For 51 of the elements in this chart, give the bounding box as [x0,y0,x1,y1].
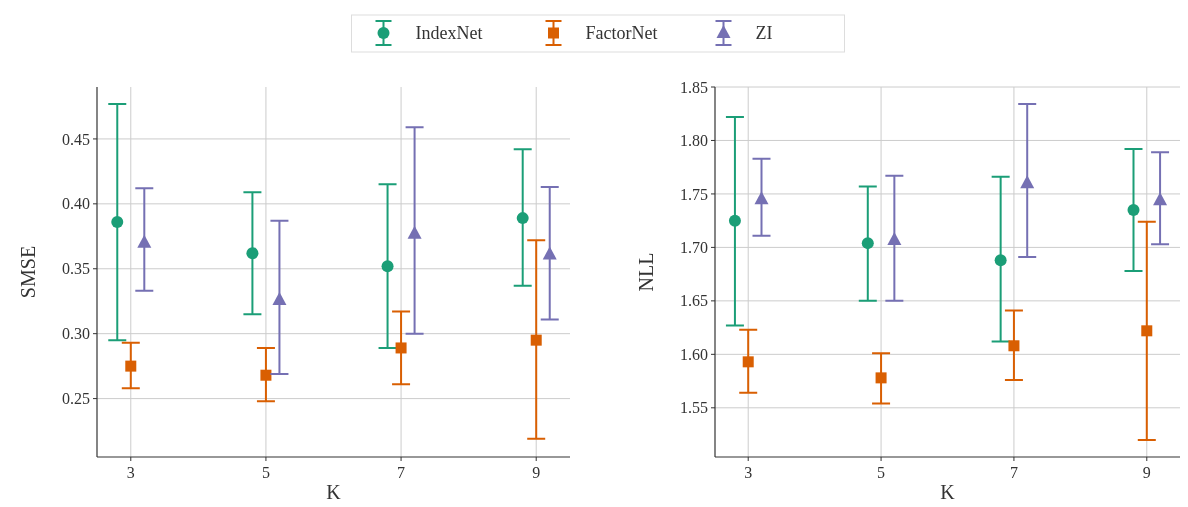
y-tick-label: 1.75 [680,185,708,203]
legend-label: IndexNet [415,23,483,44]
y-tick-label: 1.65 [680,292,708,310]
x-tick-label: 3 [744,464,753,481]
point [530,334,542,346]
point [728,214,741,227]
x-tick-label: 5 [877,464,886,481]
y-tick-label: 0.30 [62,325,90,343]
point [1127,203,1140,216]
y-axis-title: SMSE [17,245,39,299]
x-tick-label: 9 [532,464,541,481]
point [1153,192,1168,206]
x-axis-title: K [940,481,956,503]
x-tick-label: 7 [397,464,406,481]
y-tick-label: 0.40 [62,195,90,213]
x-tick-label: 3 [126,464,135,481]
x-tick-label: 9 [1142,464,1151,481]
point [861,237,874,250]
point [407,225,422,239]
point [272,291,287,305]
point [137,234,152,248]
y-axis-title: NLL [635,252,657,292]
point [1008,340,1020,352]
x-axis-title: K [326,481,342,503]
y-tick-label: 0.35 [62,260,90,278]
legend-label: ZI [755,23,773,44]
point [260,369,272,381]
point [246,247,259,260]
y-tick-label: 1.55 [680,399,708,417]
y-tick-label: 0.25 [62,390,90,408]
y-tick-label: 1.70 [680,239,708,256]
point [111,216,124,229]
y-tick-label: 1.60 [680,345,708,363]
point [875,372,887,384]
y-tick-label: 1.80 [680,132,708,150]
legend-label: FactorNet [585,23,658,44]
point [395,342,407,354]
point [516,212,529,225]
point [1141,325,1153,337]
x-tick-label: 7 [1009,464,1018,481]
y-tick-label: 0.45 [62,130,90,148]
y-tick-label: 1.85 [680,78,708,96]
point [542,246,557,260]
point [125,360,137,372]
point [1020,175,1035,189]
point [994,254,1007,267]
x-tick-label: 5 [261,464,270,481]
point [754,191,769,205]
point [381,260,394,273]
point [742,356,754,368]
point [887,231,902,245]
